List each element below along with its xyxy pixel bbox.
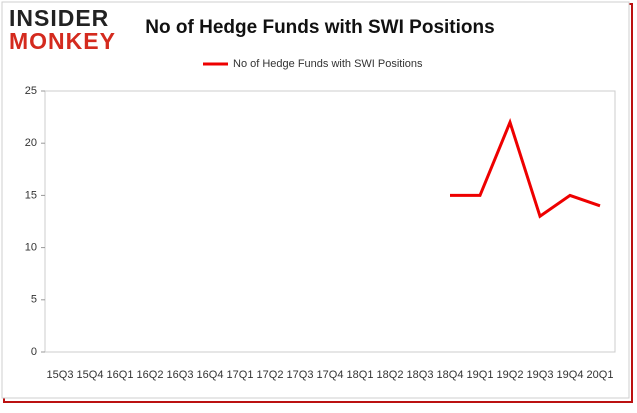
plot-area (44, 90, 616, 353)
x-tick-label: 16Q2 (137, 369, 164, 381)
logo-bottom: MONKEY (9, 28, 116, 54)
x-tick-label: 19Q2 (497, 369, 524, 381)
x-tick-label: 19Q3 (527, 369, 554, 381)
x-tick-label: 20Q1 (587, 369, 614, 381)
legend-label: No of Hedge Funds with SWI Positions (233, 58, 423, 70)
x-tick-label: 15Q4 (77, 369, 104, 381)
x-tick-label: 18Q3 (407, 369, 434, 381)
x-tick-label: 16Q3 (167, 369, 194, 381)
y-tick-label: 20 (25, 137, 37, 149)
x-tick-label: 17Q2 (257, 369, 284, 381)
x-tick-label: 16Q4 (197, 369, 224, 381)
y-tick-label: 0 (31, 346, 37, 358)
x-tick-label: 17Q3 (287, 369, 314, 381)
x-tick-label: 18Q4 (437, 369, 464, 381)
y-tick-label: 25 (25, 85, 37, 97)
data-line (450, 117, 601, 219)
x-tick-label: 17Q4 (317, 369, 344, 381)
x-tick-label: 18Q1 (347, 369, 374, 381)
x-tick-label: 19Q1 (467, 369, 494, 381)
logo-top: INSIDER (9, 5, 109, 31)
x-tick-label: 15Q3 (47, 369, 74, 381)
chart-background (1, 1, 630, 399)
x-tick-label: 17Q1 (227, 369, 254, 381)
y-tick-label: 10 (25, 242, 37, 254)
y-tick-label: 5 (31, 294, 37, 306)
x-tick-label: 18Q2 (377, 369, 404, 381)
x-tick-label: 16Q1 (107, 369, 134, 381)
y-tick-label: 15 (25, 189, 37, 201)
chart-title: No of Hedge Funds with SWI Positions (145, 17, 494, 38)
x-tick-label: 19Q4 (557, 369, 584, 381)
